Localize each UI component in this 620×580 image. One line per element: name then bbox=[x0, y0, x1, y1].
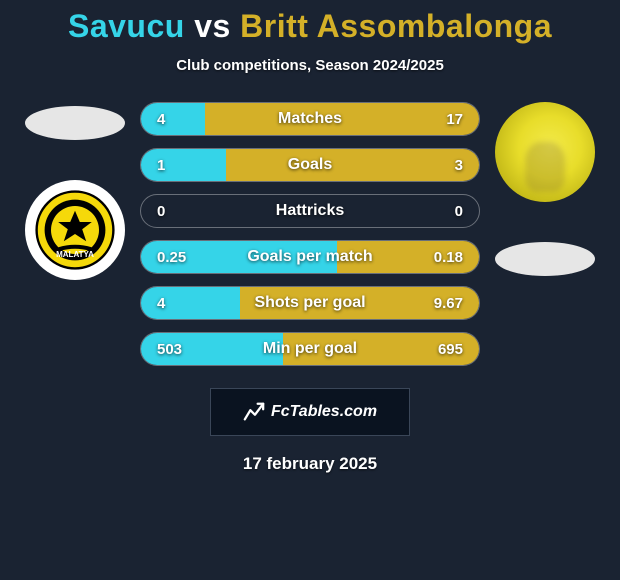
title-player2: Britt Assombalonga bbox=[240, 8, 552, 44]
stat-label: Goals per match bbox=[247, 248, 372, 266]
source-text: FcTables.com bbox=[271, 403, 377, 421]
stat-value-right: 9.67 bbox=[434, 295, 463, 312]
right-column bbox=[490, 102, 600, 276]
title: Savucu vs Britt Assombalonga bbox=[68, 8, 552, 45]
stat-label: Shots per goal bbox=[254, 294, 365, 312]
stats-column: Matches 4 17 Goals 1 3 Hattricks 0 0 Goals per ma… bbox=[140, 102, 480, 366]
stat-value-left: 4 bbox=[157, 111, 165, 128]
title-vs: vs bbox=[194, 8, 231, 44]
stat-value-left: 0.25 bbox=[157, 249, 186, 266]
main-row: MALATYA Matches 4 17 Goals 1 3 Hattricks 0 0 Goal… bbox=[0, 102, 620, 366]
stat-value-left: 503 bbox=[157, 341, 182, 358]
stat-label: Goals bbox=[288, 156, 332, 174]
stat-fill-left bbox=[141, 287, 240, 319]
title-player1: Savucu bbox=[68, 8, 185, 44]
stat-value-right: 0.18 bbox=[434, 249, 463, 266]
chart-icon bbox=[243, 401, 265, 423]
player1-avatar-placeholder bbox=[25, 106, 125, 140]
player1-club-logo: MALATYA bbox=[25, 180, 125, 280]
stat-value-right: 17 bbox=[446, 111, 463, 128]
stat-value-right: 695 bbox=[438, 341, 463, 358]
source-badge: FcTables.com bbox=[210, 388, 410, 436]
stat-fill-right bbox=[226, 149, 480, 181]
stat-fill-left bbox=[141, 103, 205, 135]
stat-fill-left bbox=[141, 149, 226, 181]
stat-label: Hattricks bbox=[276, 202, 344, 220]
stat-value-left: 0 bbox=[157, 203, 165, 220]
player2-photo bbox=[495, 102, 595, 202]
stat-bar: Shots per goal 4 9.67 bbox=[140, 286, 480, 320]
stat-label: Min per goal bbox=[263, 340, 357, 358]
player2-club-placeholder bbox=[495, 242, 595, 276]
svg-text:MALATYA: MALATYA bbox=[56, 250, 94, 259]
stat-bar: Hattricks 0 0 bbox=[140, 194, 480, 228]
malatya-logo-icon: MALATYA bbox=[35, 190, 115, 270]
stat-bar: Goals per match 0.25 0.18 bbox=[140, 240, 480, 274]
stat-value-left: 4 bbox=[157, 295, 165, 312]
stat-bar: Min per goal 503 695 bbox=[140, 332, 480, 366]
stat-bar: Goals 1 3 bbox=[140, 148, 480, 182]
stat-value-right: 0 bbox=[455, 203, 463, 220]
subtitle: Club competitions, Season 2024/2025 bbox=[176, 57, 444, 74]
infographic-container: Savucu vs Britt Assombalonga Club compet… bbox=[0, 0, 620, 474]
stat-fill-right bbox=[205, 103, 479, 135]
stat-value-right: 3 bbox=[455, 157, 463, 174]
stat-label: Matches bbox=[278, 110, 342, 128]
date: 17 february 2025 bbox=[243, 454, 377, 474]
left-column: MALATYA bbox=[20, 102, 130, 280]
stat-bar: Matches 4 17 bbox=[140, 102, 480, 136]
stat-value-left: 1 bbox=[157, 157, 165, 174]
